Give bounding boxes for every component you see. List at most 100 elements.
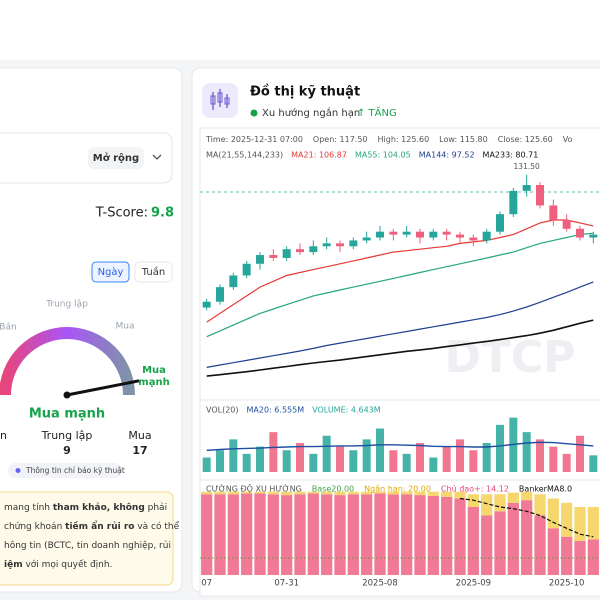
strength-bar <box>507 502 519 575</box>
t-score-value: 9.8 <box>151 206 174 221</box>
candle-body <box>229 275 238 288</box>
strength-bar <box>481 515 493 575</box>
count-value: 17 <box>132 444 147 457</box>
disclaimer-line: iệm với mọi quyết định. <box>4 559 112 570</box>
tab-week[interactable] <box>134 261 173 283</box>
strength-bar <box>281 495 293 575</box>
info-value: 125.60 <box>401 135 429 144</box>
candle-body <box>416 231 424 238</box>
count-label: Mua <box>128 429 151 442</box>
candle-body <box>576 228 584 238</box>
x-tick-label: 07 <box>201 579 212 589</box>
tab-label[interactable]: Tuần <box>141 266 165 278</box>
candle-body <box>336 243 344 247</box>
volume-legend: VOL(20) <box>206 406 239 415</box>
x-tick-label: 2025-10 <box>549 579 585 589</box>
candle-body <box>429 231 438 238</box>
strength-bar <box>494 494 506 512</box>
disclaimer: mang tính tham khảo, không phải chứng kho… <box>4 502 180 570</box>
strength-bar <box>321 494 333 575</box>
disclaimer-text: chứng khoán <box>4 522 65 532</box>
volume-bar <box>496 424 504 472</box>
icon-body <box>210 95 216 105</box>
volume-bar <box>296 443 304 472</box>
info-item: Low: 115.80 <box>439 135 488 144</box>
gauge-label: Mua <box>116 322 135 332</box>
candle-body <box>442 231 451 235</box>
candle-body <box>456 234 464 238</box>
info-label: Time: <box>205 135 228 144</box>
chart-title: Đồ thị kỹ thuật <box>250 85 360 100</box>
volume-bar <box>536 439 544 472</box>
volume-bar <box>309 453 318 472</box>
left-card <box>0 67 183 593</box>
gauge-label: mạnh <box>138 377 169 388</box>
volume-bar <box>362 439 371 472</box>
strength-bar <box>227 494 239 575</box>
volume-bar <box>256 446 264 472</box>
volume-bar <box>522 432 531 472</box>
strength-bar <box>294 491 306 495</box>
strength-legend: CƯỜNG ĐỘ XU HƯỚNG <box>206 483 302 494</box>
tab-day[interactable] <box>91 261 130 283</box>
expand-label[interactable]: Mở rộng <box>93 152 139 164</box>
disclaimer-text: với mọi quyết định. <box>23 559 113 570</box>
ma-label: MA(21,55,144,233) <box>206 151 283 160</box>
info-pill[interactable] <box>8 463 122 478</box>
info-item: Vo <box>563 135 573 144</box>
ma-line <box>206 281 594 368</box>
strength-bar <box>227 491 239 495</box>
strength-bar <box>361 494 373 575</box>
strength-bar <box>521 500 533 575</box>
max-label: 131.50 <box>514 162 540 171</box>
strength-bar <box>214 494 226 575</box>
strength-bar <box>347 491 359 495</box>
strength-bar <box>307 491 319 494</box>
strength-bar <box>507 492 519 503</box>
volume-bar <box>322 435 331 472</box>
strength-bar <box>547 498 559 529</box>
strength-bar <box>201 494 213 575</box>
tab-label[interactable]: Ngày <box>98 266 124 278</box>
candle-body <box>562 220 571 229</box>
candle-body <box>202 301 211 308</box>
volume-bar <box>376 428 384 472</box>
volume-bar <box>442 446 451 472</box>
candle-body <box>389 231 398 235</box>
strength-bar <box>587 507 599 540</box>
count-label: Trung lập <box>41 429 93 442</box>
volume-bar <box>469 450 478 472</box>
gauge-label: Mua <box>142 365 166 376</box>
candle-body <box>296 249 304 253</box>
volume-bar <box>389 450 398 472</box>
gauge-label: Bán <box>0 323 17 333</box>
disclaimer-line: chứng khoán tiềm ẩn rủi ro và có thể <box>4 521 180 532</box>
volume-bar <box>242 453 251 472</box>
volume-bar <box>402 453 411 472</box>
ma-line <box>206 219 594 323</box>
candle-body <box>589 234 598 238</box>
pill-label[interactable]: Thông tin chỉ báo kỹ thuật <box>25 466 125 475</box>
info-value: 117.50 <box>340 135 368 144</box>
info-item: Open: 117.50 <box>313 135 368 144</box>
strength-bar <box>427 495 439 575</box>
strength-bar <box>561 536 573 575</box>
volume-bar <box>589 455 598 472</box>
ma-line <box>206 232 594 338</box>
chevron[interactable] <box>152 154 162 160</box>
candle-body <box>282 249 291 258</box>
strength-bar <box>294 494 306 575</box>
trend-label: Xu hướng ngắn hạn <box>262 106 360 119</box>
candle-body <box>402 231 411 235</box>
strength-bar <box>587 539 599 575</box>
candle-body <box>349 240 358 247</box>
volume-bar <box>416 443 424 472</box>
expand-button[interactable] <box>88 147 144 169</box>
x-tick-label: 2025-09 <box>456 579 492 589</box>
strength-bar <box>454 498 466 575</box>
info-item: Time: 2025-12-31 07:00 <box>205 135 303 144</box>
info-label: High: <box>378 135 399 144</box>
chart-frame <box>199 127 600 597</box>
strength-bar <box>401 494 413 575</box>
